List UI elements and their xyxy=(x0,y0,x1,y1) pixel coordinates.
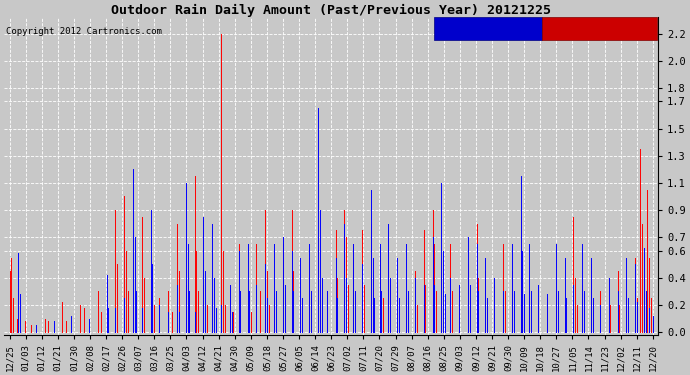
Text: Copyright 2012 Cartronics.com: Copyright 2012 Cartronics.com xyxy=(6,27,161,36)
Text: Previous  (Inches): Previous (Inches) xyxy=(437,24,534,33)
Title: Outdoor Rain Daily Amount (Past/Previous Year) 20121225: Outdoor Rain Daily Amount (Past/Previous… xyxy=(111,4,551,17)
Text: Past  (Inches): Past (Inches) xyxy=(545,24,620,33)
Bar xyxy=(435,17,542,40)
Bar xyxy=(542,17,657,40)
